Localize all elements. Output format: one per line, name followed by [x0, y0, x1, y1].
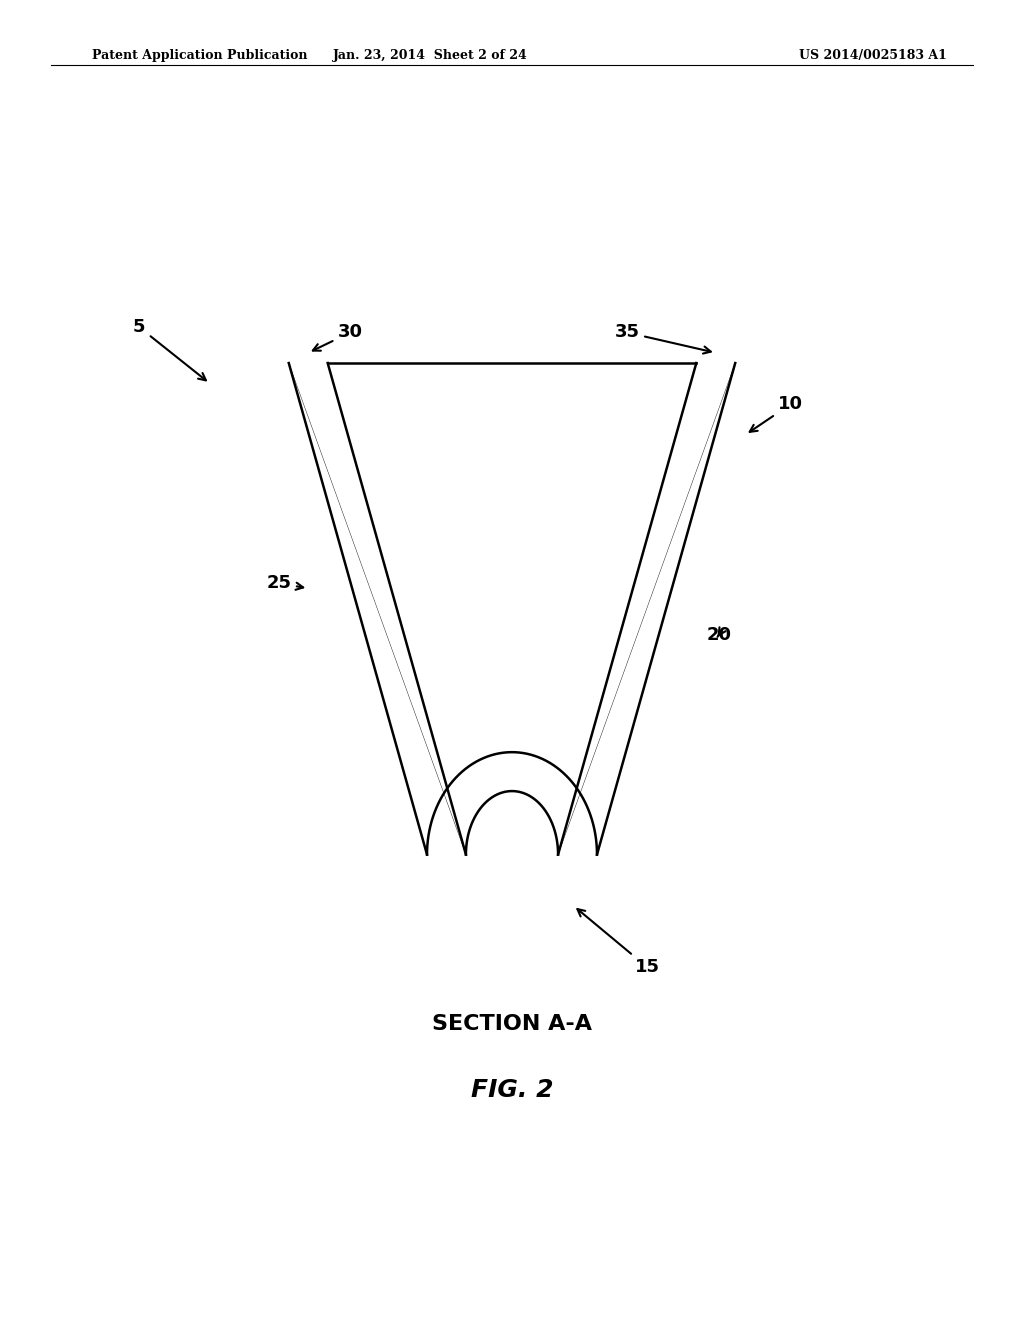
- Text: SECTION A-A: SECTION A-A: [432, 1014, 592, 1034]
- Text: 25: 25: [266, 574, 303, 593]
- Text: 10: 10: [750, 395, 803, 432]
- Text: 20: 20: [707, 626, 731, 644]
- Text: FIG. 2: FIG. 2: [471, 1078, 553, 1102]
- Text: Patent Application Publication: Patent Application Publication: [92, 49, 307, 62]
- Text: Jan. 23, 2014  Sheet 2 of 24: Jan. 23, 2014 Sheet 2 of 24: [333, 49, 527, 62]
- Text: 5: 5: [133, 318, 206, 380]
- Text: US 2014/0025183 A1: US 2014/0025183 A1: [799, 49, 946, 62]
- Polygon shape: [289, 363, 735, 854]
- Text: 35: 35: [614, 323, 711, 354]
- Text: 15: 15: [578, 909, 659, 977]
- Text: 30: 30: [312, 323, 362, 351]
